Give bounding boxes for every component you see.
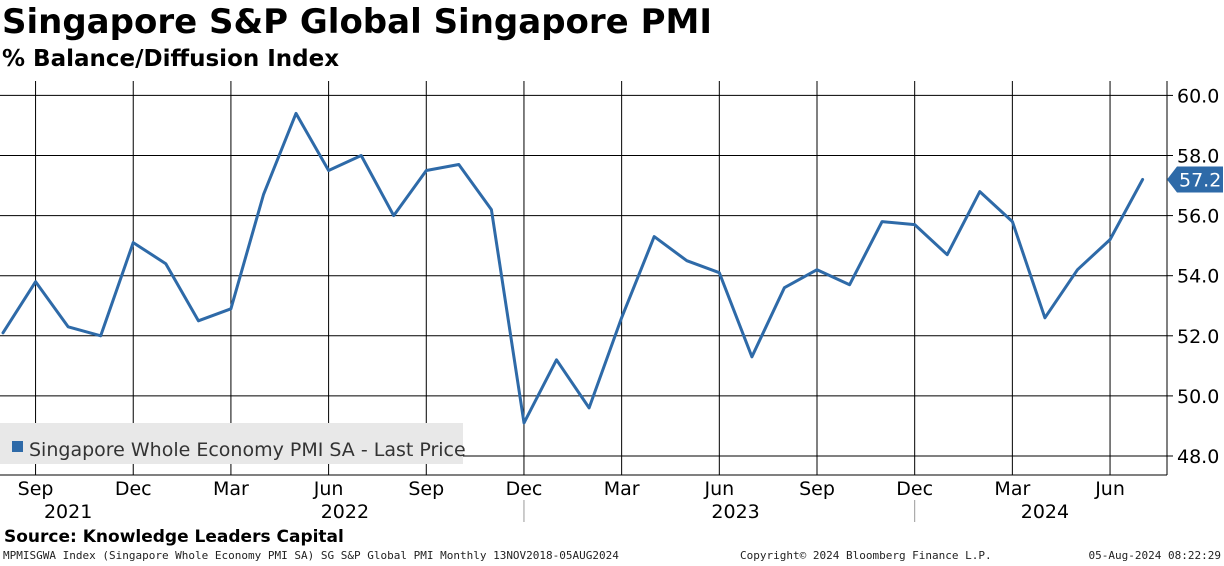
footer-timestamp: 05-Aug-2024 08:22:29 [1088, 549, 1221, 562]
x-tick-label: Mar [604, 478, 640, 500]
year-label: 2024 [1021, 501, 1069, 523]
year-label: 2022 [321, 501, 369, 523]
y-tick-label: 58.0 [1177, 146, 1219, 168]
last-value-label: 57.2 [1179, 170, 1221, 192]
x-tick-label: Dec [896, 478, 933, 500]
y-tick-label: 60.0 [1177, 85, 1219, 107]
y-tick-label: 50.0 [1177, 386, 1219, 408]
series-line-pmi [1, 111, 1145, 425]
source-note: Source: Knowledge Leaders Capital [4, 527, 344, 547]
legend-box [0, 423, 463, 464]
footer-copyright: Copyright© 2024 Bloomberg Finance L.P. [740, 549, 992, 562]
chart-title: Singapore S&P Global Singapore PMI [2, 2, 712, 42]
y-tick-label: 54.0 [1177, 266, 1219, 288]
year-label: 2021 [44, 501, 92, 523]
x-tick-label: Mar [213, 478, 249, 500]
y-tick-label: 56.0 [1177, 206, 1219, 228]
series-layer [1, 111, 1145, 425]
legend-swatch [12, 441, 23, 452]
grid-lines [0, 81, 1167, 475]
chart-subtitle: % Balance/Diffusion Index [2, 46, 340, 72]
x-tick-label: Jun [313, 478, 344, 500]
legend: Singapore Whole Economy PMI SA - Last Pr… [0, 423, 466, 464]
x-tick-label: Jun [703, 478, 734, 500]
x-tick-label: Sep [18, 478, 54, 500]
x-tick-label: Dec [115, 478, 152, 500]
x-tick-label: Sep [799, 478, 835, 500]
x-tick-label: Dec [506, 478, 543, 500]
x-tick-label: Sep [408, 478, 444, 500]
y-tick-label: 48.0 [1177, 446, 1219, 468]
footer-index-info: MPMISGWA Index (Singapore Whole Economy … [3, 549, 619, 562]
year-label: 2023 [711, 501, 759, 523]
axis-layer: 48.0 50.0 52.0 54.0 56.0 58.0 60.0 Sep Dec Mar Jun… [0, 81, 1223, 523]
x-tick-label: Jun [1094, 478, 1125, 500]
x-tick-label: Mar [994, 478, 1030, 500]
y-tick-label: 52.0 [1177, 326, 1219, 348]
legend-label: Singapore Whole Economy PMI SA - Last Pr… [29, 439, 466, 461]
last-value-badge [1167, 166, 1223, 193]
